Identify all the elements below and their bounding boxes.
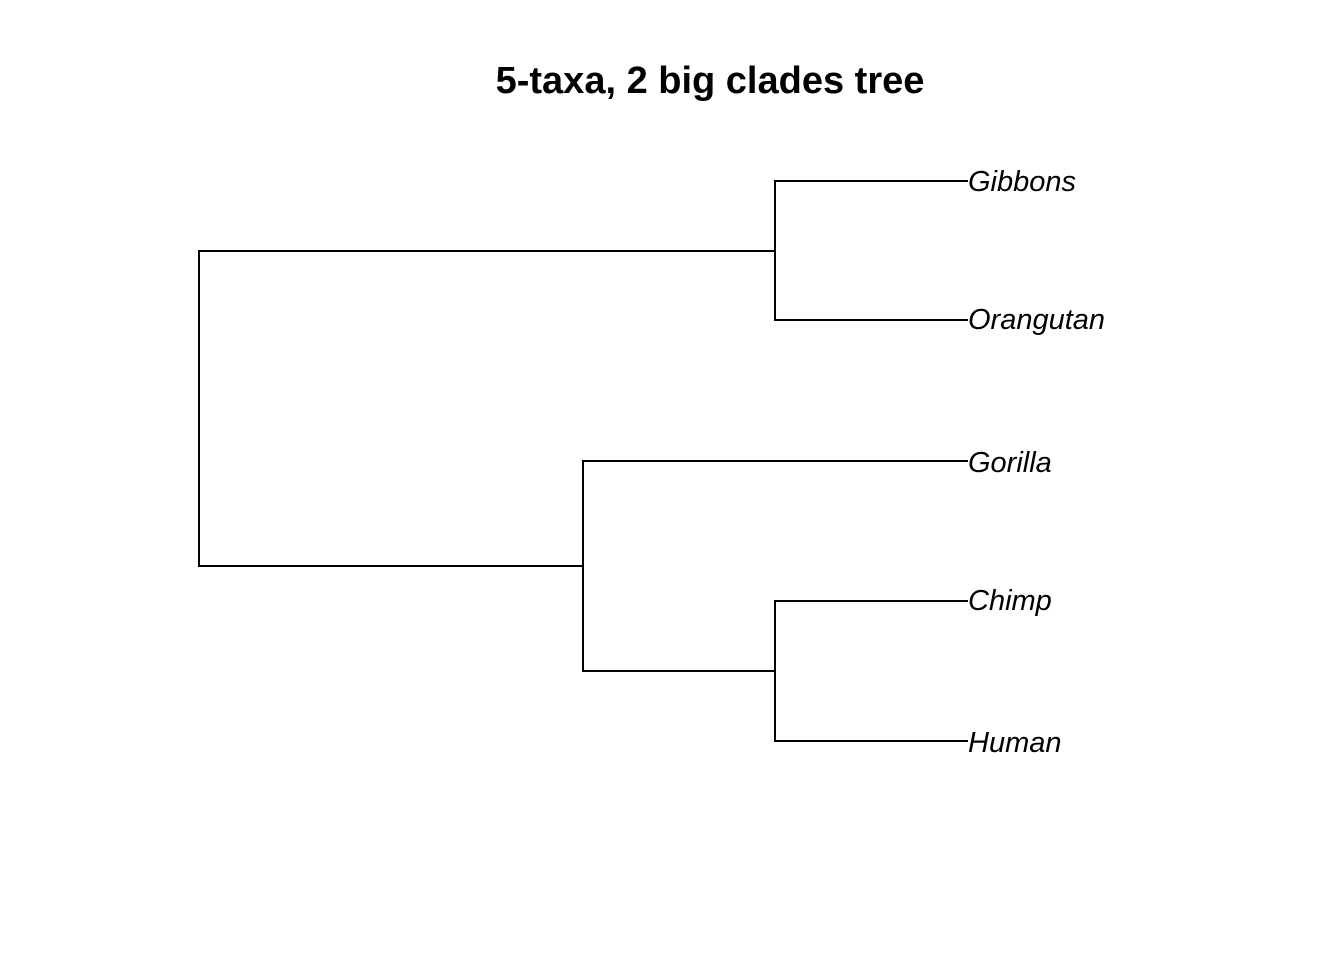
tip-label-orangutan: Orangutan <box>968 304 1105 336</box>
tip-label-human: Human <box>968 727 1062 759</box>
tree-title: 5-taxa, 2 big clades tree <box>496 60 925 102</box>
tree-branches <box>198 180 968 742</box>
tip-label-gorilla: Gorilla <box>968 447 1052 479</box>
tip-labels: Gibbons Orangutan Gorilla Chimp Human <box>968 166 1105 759</box>
tip-label-gibbons: Gibbons <box>968 166 1076 198</box>
tip-label-chimp: Chimp <box>968 585 1052 617</box>
